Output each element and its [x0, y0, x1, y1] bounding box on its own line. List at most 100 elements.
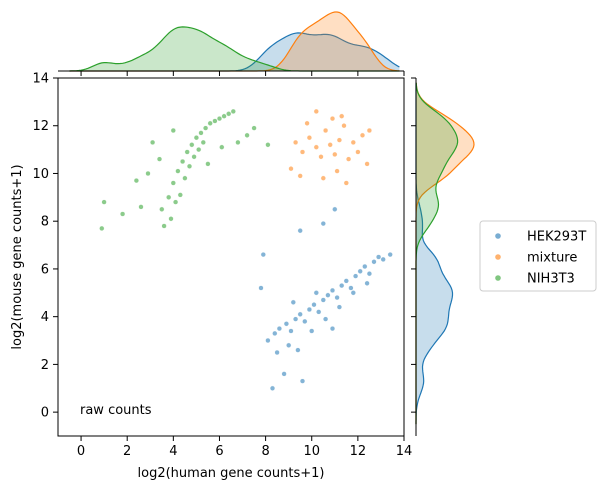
- scatter-point-nih3t3: [133, 178, 140, 184]
- y-tick-label: 12: [32, 119, 49, 134]
- scatter-point-nih3t3: [177, 192, 183, 198]
- scatter-point-nih3t3: [166, 194, 172, 200]
- scatter-point-hek293t: [323, 316, 329, 322]
- scatter-point-nih3t3: [219, 144, 225, 150]
- scatter-point-hek293t: [371, 259, 377, 265]
- scatter-point-nih3t3: [180, 158, 186, 165]
- scatter-point-mixture: [341, 123, 347, 129]
- scatter-point-nih3t3: [138, 204, 144, 210]
- scatter-point-hek293t: [293, 316, 299, 322]
- right-marginal: [411, 77, 475, 436]
- legend-label-hek293t: HEK293T: [527, 230, 586, 245]
- y-tick-label: 10: [32, 167, 49, 182]
- y-tick-label: 6: [41, 262, 49, 277]
- scatter-point-hek293t: [265, 337, 271, 344]
- scatter-point-nih3t3: [150, 139, 156, 146]
- scatter-point-hek293t: [343, 278, 349, 284]
- top-kde-fill-hek293t: [69, 32, 400, 71]
- y-tick-label: 0: [41, 406, 49, 421]
- y-axis-label: log2(mouse gene counts+1): [10, 164, 25, 349]
- scatter-point-mixture: [327, 142, 333, 148]
- scatter-point-hek293t: [329, 326, 336, 332]
- scatter-point-hek293t: [272, 330, 278, 337]
- scatter-point-mixture: [343, 180, 349, 186]
- right-kde-fill-nih3t3: [416, 82, 458, 425]
- x-tick-label: 2: [123, 444, 131, 459]
- right-kde-fill-mixture: [416, 82, 474, 425]
- legend: HEK293T mixture NIH3T3: [479, 220, 597, 292]
- scatter-point-hek293t: [276, 326, 283, 332]
- scatter-point-nih3t3: [186, 163, 193, 169]
- x-tick-label: 12: [350, 444, 367, 459]
- scatter-point-hek293t: [288, 328, 294, 334]
- scatter-point-hek293t: [269, 385, 276, 391]
- scatter-point-nih3t3: [184, 149, 190, 155]
- scatter-point-hek293t: [332, 206, 338, 212]
- scatter-point-mixture: [364, 161, 370, 167]
- scatter-point-mixture: [332, 151, 338, 158]
- scatter-point-hek293t: [325, 292, 331, 298]
- scatter-point-hek293t: [362, 263, 368, 270]
- scatter-point-nih3t3: [173, 199, 179, 205]
- scatter-point-mixture: [336, 137, 343, 143]
- scatter-point-hek293t: [295, 347, 301, 353]
- y-tick-label: 4: [41, 310, 49, 325]
- scatter-point-mixture: [306, 135, 313, 141]
- scatter-point-mixture: [350, 139, 356, 146]
- scatter-point-nih3t3: [207, 120, 213, 126]
- scatter-point-hek293t: [353, 273, 359, 279]
- legend-marker-nih3t3: [495, 275, 501, 281]
- scatter-point-mixture: [318, 154, 324, 160]
- scatter-point-mixture: [339, 113, 345, 119]
- scatter-point-hek293t: [350, 290, 356, 296]
- scatter-point-hek293t: [329, 287, 336, 294]
- scatter-point-hek293t: [387, 252, 393, 258]
- scatter-point-mixture: [346, 156, 352, 162]
- scatter-point-nih3t3: [159, 206, 165, 212]
- scatter-point-nih3t3: [189, 142, 195, 148]
- x-tick-label: 14: [396, 444, 413, 459]
- scatter-point-nih3t3: [200, 139, 206, 146]
- right-kde-fill-hek293t: [416, 82, 453, 425]
- scatter-point-mixture: [355, 149, 361, 155]
- scatter-point-nih3t3: [168, 216, 174, 222]
- scatter-point-nih3t3: [221, 113, 227, 119]
- scatter-point-hek293t: [290, 299, 296, 305]
- scatter-point-nih3t3: [175, 168, 181, 174]
- scatter-point-nih3t3: [99, 225, 105, 232]
- scatter-point-mixture: [366, 127, 373, 134]
- legend-label-nih3t3: NIH3T3: [527, 272, 575, 287]
- scatter-point-nih3t3: [161, 223, 167, 229]
- scatter-point-nih3t3: [119, 211, 126, 217]
- y-tick-label: 14: [32, 72, 49, 87]
- scatter-point-nih3t3: [182, 175, 188, 181]
- y-tick-label: 8: [41, 215, 49, 230]
- x-tick-label: 4: [169, 444, 177, 459]
- scatter-point-nih3t3: [193, 135, 200, 141]
- scatter-point-nih3t3: [205, 161, 211, 167]
- scatter-point-nih3t3: [216, 115, 223, 122]
- scatter-point-hek293t: [380, 256, 386, 263]
- scatter-point-hek293t: [286, 342, 292, 348]
- scatter-point-nih3t3: [145, 170, 151, 177]
- x-axis-label: log2(human gene counts+1): [138, 466, 325, 481]
- scatter-point-hek293t: [283, 321, 290, 327]
- scatter-point-mixture: [323, 127, 329, 134]
- scatter-point-nih3t3: [230, 108, 236, 115]
- scatter-point-hek293t: [334, 295, 340, 301]
- scatter-point-hek293t: [376, 254, 382, 260]
- scatter-point-nih3t3: [101, 199, 107, 205]
- scatter-point-hek293t: [297, 228, 303, 234]
- legend-marker-hek293t: [495, 233, 501, 239]
- scatter-point-nih3t3: [198, 130, 204, 136]
- top-kde-fill-nih3t3: [69, 26, 400, 71]
- scatter-point-nih3t3: [170, 127, 176, 134]
- x-tick-label: 0: [77, 444, 85, 459]
- x-tick-label: 8: [261, 444, 269, 459]
- scatter-point-hek293t: [311, 302, 317, 308]
- scatter-point-nih3t3: [191, 154, 197, 160]
- scatter-point-nih3t3: [265, 142, 271, 148]
- scatter-point-hek293t: [258, 285, 264, 291]
- scatter-point-mixture: [334, 168, 340, 174]
